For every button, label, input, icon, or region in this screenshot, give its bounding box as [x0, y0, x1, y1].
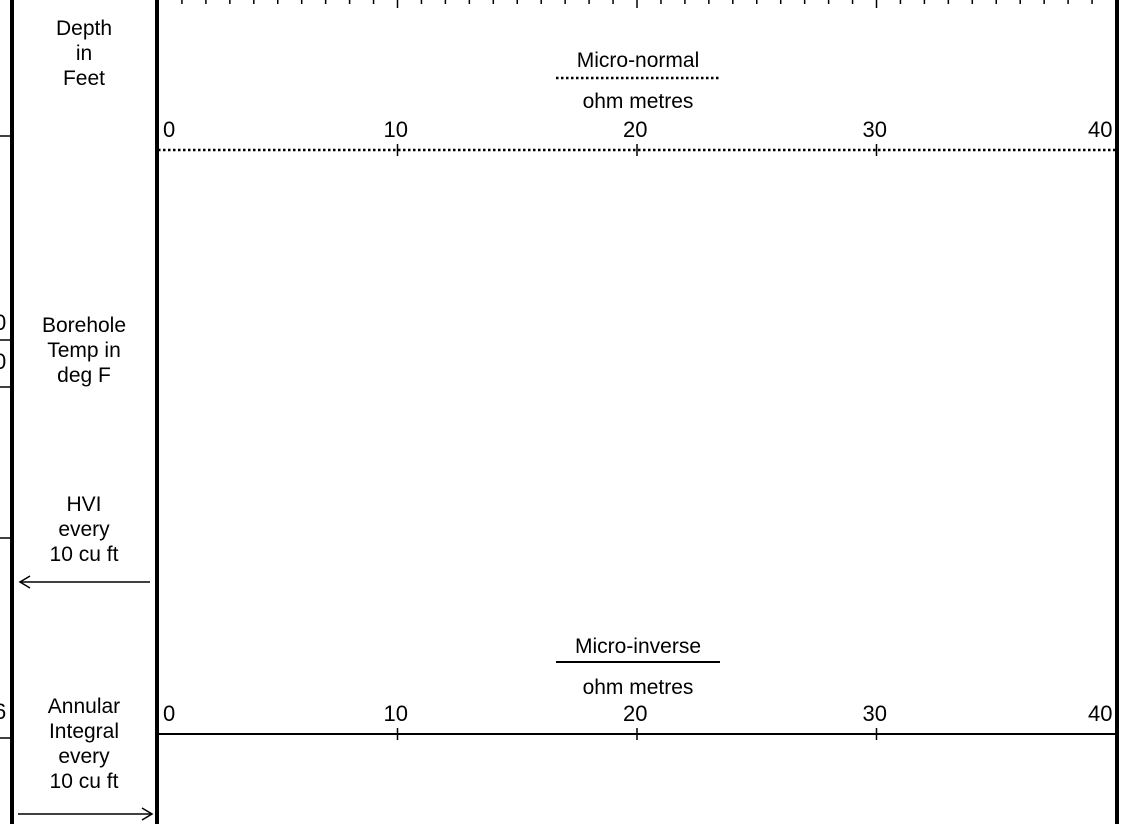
- depth-label-line: Feet: [62, 67, 106, 90]
- scale-tick-label: 40: [1088, 117, 1113, 142]
- scale-tick-label: 30: [862, 117, 887, 142]
- scale-tick-label: 20: [623, 701, 648, 726]
- micro-inverse-unit: ohm metres: [582, 676, 694, 699]
- temp-label-line: Borehole: [41, 314, 127, 337]
- temp-label-line: deg F: [57, 364, 111, 387]
- micro-normal-unit: ohm metres: [582, 90, 694, 113]
- edge-digit: 0: [0, 349, 7, 374]
- annular-label-line: 10 cu ft: [49, 770, 119, 793]
- annular-label-line: every: [58, 745, 110, 768]
- annular-label-line: Integral: [48, 720, 120, 743]
- hvi-label-line: HVI: [66, 493, 102, 516]
- hvi-label-line: every: [58, 518, 110, 541]
- annular-integral-label: Annular Integral every 10 cu ft: [14, 694, 154, 794]
- micro-inverse-title: Micro-inverse: [574, 635, 702, 658]
- edge-digit: 0: [0, 310, 7, 335]
- scale-tick-label: 40: [1088, 701, 1113, 726]
- scale-tick-label: 10: [383, 701, 408, 726]
- edge-digit: 6: [0, 699, 7, 724]
- scale-tick-label: 0: [163, 117, 176, 142]
- depth-label: Depth in Feet: [14, 16, 154, 91]
- hvi-arrow: [18, 575, 150, 589]
- depth-label-line: Depth: [55, 17, 113, 40]
- micro-normal-title: Micro-normal: [576, 49, 700, 72]
- scale-tick-label: 10: [383, 117, 408, 142]
- temp-label-line: Temp in: [47, 339, 121, 362]
- scale-tick-label: 30: [862, 701, 887, 726]
- borehole-temp-label: Borehole Temp in deg F: [14, 313, 154, 388]
- annular-label-line: Annular: [47, 695, 121, 718]
- hvi-label: HVI every 10 cu ft: [14, 492, 154, 567]
- depth-label-line: in: [75, 42, 93, 65]
- scale-tick-label: 20: [623, 117, 648, 142]
- scale-tick-label: 0: [163, 701, 176, 726]
- hvi-label-line: 10 cu ft: [49, 543, 119, 566]
- annular-arrow: [18, 807, 154, 821]
